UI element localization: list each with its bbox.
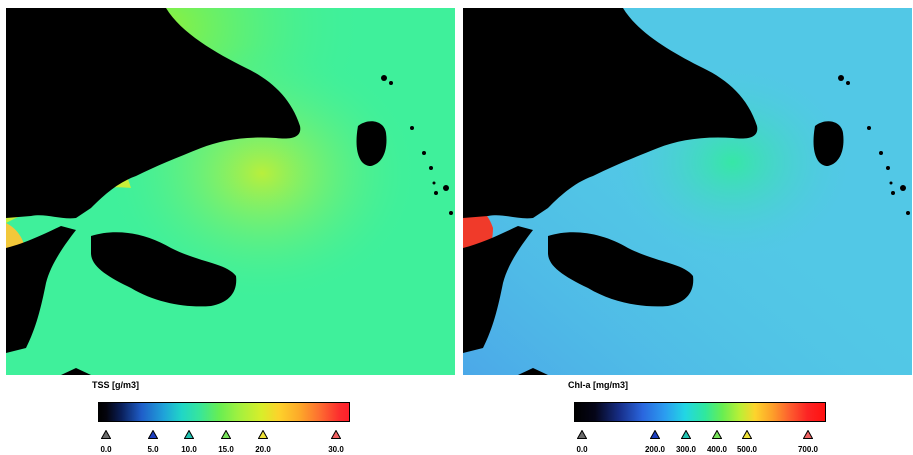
triangle-marker-icon	[148, 430, 158, 439]
tss-tick-label: 0.0	[100, 445, 112, 454]
triangle-marker-icon	[101, 430, 111, 439]
triangle-marker-icon	[803, 430, 813, 439]
triangle-marker-icon	[681, 430, 691, 439]
tss-land-southwest	[6, 226, 76, 353]
chla-tick-label: 0.0	[576, 445, 588, 454]
tss-land-north	[6, 8, 301, 219]
tss-land-island	[91, 232, 237, 307]
triangle-marker-icon	[712, 430, 722, 439]
triangle-marker-icon	[742, 430, 752, 439]
chla-tick-label: 200.0	[644, 445, 666, 454]
chla-colorbar	[574, 402, 826, 422]
tss-legend-title: TSS [g/m3]	[92, 380, 140, 390]
chla-tick-label: 700.0	[797, 445, 819, 454]
tss-map-image	[6, 8, 455, 375]
chla-reefs	[838, 75, 910, 215]
chla-land-island	[548, 232, 694, 307]
chla-map-image	[463, 8, 912, 375]
tss-tick-label: 5.0	[147, 445, 159, 454]
tss-tick-label: 30.0	[328, 445, 344, 454]
tss-reefs	[381, 75, 453, 215]
chla-map-svg	[463, 8, 912, 375]
chla-tick-label: 500.0	[736, 445, 758, 454]
tss-colorbar	[98, 402, 350, 422]
tss-map-svg	[6, 8, 455, 375]
chla-tick-label: 300.0	[675, 445, 697, 454]
chla-tick-label: 400.0	[706, 445, 728, 454]
triangle-marker-icon	[221, 430, 231, 439]
tss-legend: TSS [g/m3] 0.0 5.0 10.0 15.0 20.0 30.0	[92, 380, 352, 455]
tss-land-islet	[356, 121, 387, 166]
triangle-marker-icon	[331, 430, 341, 439]
tss-tick-label: 15.0	[218, 445, 234, 454]
tss-tick-label: 20.0	[255, 445, 271, 454]
triangle-marker-icon	[258, 430, 268, 439]
chla-land-southwest	[463, 226, 533, 353]
triangle-marker-icon	[650, 430, 660, 439]
chla-land-islet	[813, 121, 844, 166]
triangle-marker-icon	[577, 430, 587, 439]
chla-land-north	[463, 8, 758, 219]
tss-tick-label: 10.0	[181, 445, 197, 454]
chla-legend: Chl-a [mg/m3] 0.0 200.0 300.0 400.0 500.0 700…	[568, 380, 828, 455]
chla-legend-title: Chl-a [mg/m3]	[568, 380, 629, 390]
triangle-marker-icon	[184, 430, 194, 439]
